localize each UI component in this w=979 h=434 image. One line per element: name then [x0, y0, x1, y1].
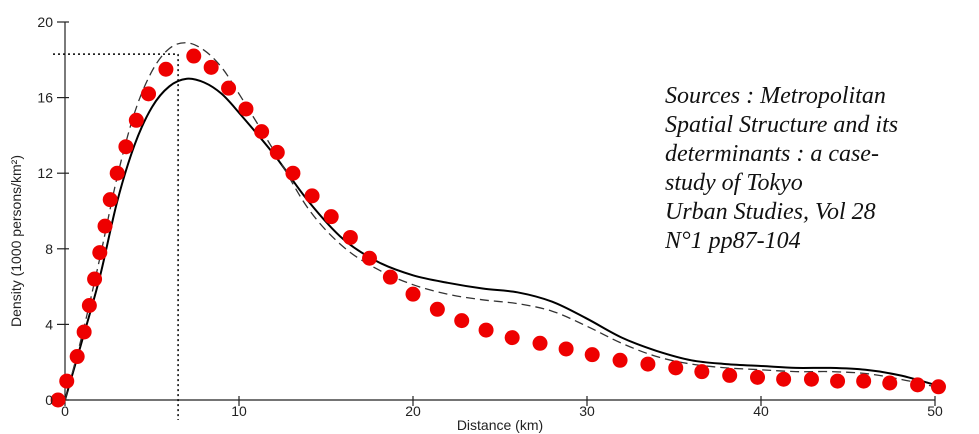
data-point: [558, 341, 574, 357]
data-point: [238, 101, 254, 117]
source-line: Urban Studies, Vol 28: [665, 199, 876, 225]
data-point: [92, 245, 108, 261]
data-point: [856, 373, 872, 389]
data-point: [362, 250, 377, 266]
data-point: [882, 375, 898, 391]
data-point: [584, 347, 600, 363]
y-tick-label: 12: [37, 165, 53, 181]
source-line: Spatial Structure and its: [665, 112, 899, 138]
data-point: [118, 139, 134, 155]
y-tick-label: 16: [37, 90, 53, 106]
data-point: [102, 192, 118, 208]
data-point: [930, 379, 946, 395]
data-point: [454, 313, 470, 329]
data-markers: [50, 48, 946, 408]
data-point: [910, 377, 926, 393]
data-point: [50, 392, 66, 408]
axes: [57, 21, 936, 406]
data-point: [203, 59, 219, 75]
x-tick-label: 40: [753, 403, 769, 419]
data-point: [109, 165, 125, 181]
source-line: N°1 pp87-104: [665, 228, 801, 254]
x-tick-label: 0: [61, 403, 69, 419]
data-point: [382, 269, 398, 285]
data-point: [722, 367, 738, 383]
data-point: [612, 352, 628, 368]
data-point: [342, 229, 358, 245]
x-axis-title: Distance (km): [457, 417, 543, 433]
data-point: [285, 165, 301, 181]
data-point: [750, 369, 766, 385]
source-line: determinants : a case-: [665, 141, 879, 167]
data-point: [81, 298, 97, 313]
source-line: study of Tokyo: [665, 170, 803, 196]
y-tick-label: 20: [37, 14, 53, 30]
data-point: [668, 360, 684, 376]
data-point: [429, 301, 445, 317]
series-lines: [64, 42, 936, 401]
data-point: [221, 80, 237, 96]
reference-lines: [53, 53, 179, 420]
data-point: [128, 112, 144, 128]
x-tick-label: 50: [927, 403, 943, 419]
data-point: [776, 371, 792, 387]
source-line: Sources : Metropolitan: [665, 83, 886, 109]
data-point: [478, 322, 494, 338]
y-axis-title: Density (1000 persons/km²): [8, 155, 24, 327]
data-point: [254, 124, 270, 140]
data-point: [694, 364, 710, 380]
data-point: [87, 271, 103, 287]
y-tick-label: 8: [45, 241, 53, 257]
data-point: [69, 349, 85, 365]
data-point: [504, 330, 520, 346]
data-point: [323, 209, 339, 225]
data-point: [304, 188, 320, 204]
data-point: [269, 144, 285, 160]
data-point: [76, 324, 92, 340]
axis-labels: 0 4 8 12 16 20 0 10 20 30 40 50 Distance (km) Density…: [8, 14, 943, 433]
x-tick-label: 10: [231, 403, 247, 419]
data-point: [803, 371, 819, 387]
data-point: [405, 286, 421, 302]
x-tick-label: 20: [405, 403, 421, 419]
data-point: [186, 48, 202, 64]
series-line-dashed: [64, 42, 936, 401]
data-point: [640, 356, 656, 372]
series-line-solid: [64, 77, 936, 401]
data-point: [141, 86, 157, 102]
source-annotation: Sources : Metropolitan Spatial Structure…: [665, 82, 975, 282]
data-point: [59, 373, 75, 389]
y-tick-label: 4: [45, 316, 53, 332]
y-tick-label: 0: [45, 392, 53, 408]
data-point: [97, 218, 113, 234]
x-tick-label: 30: [579, 403, 595, 419]
data-point: [830, 373, 846, 389]
data-point: [532, 335, 548, 351]
data-point: [158, 61, 174, 77]
